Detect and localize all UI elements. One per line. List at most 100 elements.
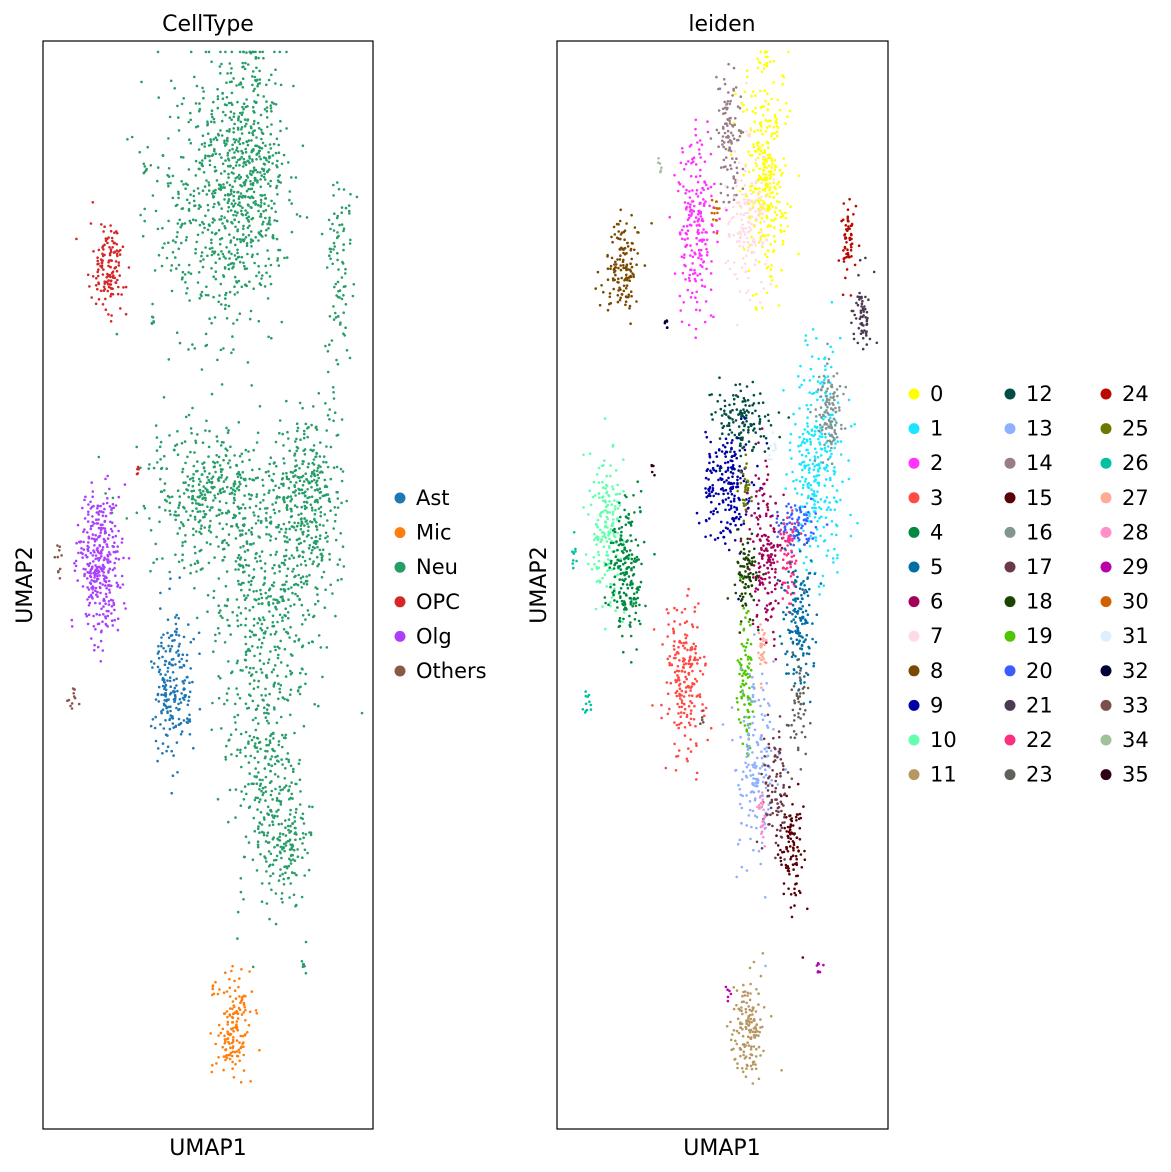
scatter-point [220,476,223,479]
scatter-point [187,483,190,487]
scatter-point [755,164,759,167]
scatter-point [302,429,306,433]
scatter-point [286,699,290,702]
scatter-point [115,231,119,235]
scatter-point [741,167,745,171]
scatter-point [732,518,735,521]
scatter-point [109,294,112,298]
scatter-point [323,606,327,609]
scatter-point [267,491,271,495]
scatter-point [114,281,117,284]
scatter-point [275,237,279,241]
scatter-point [168,649,172,653]
scatter-point [724,470,728,474]
scatter-point [728,148,731,152]
scatter-point [258,784,262,787]
scatter-point [287,758,291,762]
scatter-point [242,581,245,585]
scatter-point [307,525,310,528]
scatter-point [221,539,225,543]
scatter-point [210,477,213,480]
scatter-point [180,666,183,669]
scatter-point [266,626,269,630]
scatter-point [117,250,120,253]
scatter-point [241,194,245,198]
scatter-point [180,692,183,695]
scatter-point [753,223,756,227]
scatter-point [705,183,708,187]
scatter-point [173,448,176,452]
scatter-point [272,598,276,601]
scatter-point [722,200,725,204]
scatter-point [111,496,115,500]
scatter-point [837,259,841,262]
scatter-point [204,50,208,54]
scatter-point [194,439,197,443]
scatter-point [259,747,262,751]
scatter-point [228,986,232,990]
scatter-point [762,207,766,210]
scatter-point [287,437,290,440]
scatter-point [216,492,220,496]
scatter-point [250,255,254,259]
scatter-point [282,482,285,486]
scatter-point [278,613,282,617]
scatter-point [197,631,201,635]
scatter-point [861,336,865,340]
scatter-point [252,735,256,739]
scatter-point [164,692,167,696]
scatter-point [108,591,112,594]
scatter-point [192,746,195,750]
scatter-point [208,508,212,512]
scatter-point [728,119,731,123]
scatter-point [331,386,335,389]
scatter-point [772,250,775,254]
scatter-point [724,461,727,465]
scatter-point [738,230,741,234]
scatter-point [193,451,196,454]
scatter-point [234,138,238,142]
scatter-point [723,100,726,104]
scatter-point [240,155,243,159]
scatter-point [193,75,196,79]
scatter-point [225,181,229,184]
scatter-point [213,250,217,253]
scatter-point [274,892,278,895]
scatter-point [287,839,291,843]
scatter-point [281,619,284,622]
scatter-point [756,199,760,202]
scatter-point [272,731,275,735]
scatter-point [763,151,767,155]
scatter-point [91,515,94,518]
scatter-point [305,575,309,578]
scatter-point [94,564,97,567]
scatter-point [220,383,224,386]
scatter-point [295,422,299,426]
scatter-point [166,679,169,682]
scatter-point [225,523,228,526]
scatter-point [242,1069,246,1072]
scatter-point [102,527,105,530]
scatter-point [263,193,267,197]
scatter-point [278,647,281,650]
scatter-point [92,579,96,583]
scatter-point [218,988,221,991]
scatter-point [773,445,777,449]
scatter-point [757,414,761,418]
scatter-point [216,87,219,91]
scatter-point [330,339,334,342]
scatter-point [290,554,294,557]
scatter-point [230,969,233,973]
scatter-point [770,157,773,161]
scatter-point [691,157,694,161]
scatter-point [761,151,764,154]
scatter-point [285,757,288,761]
scatter-point [297,639,301,642]
scatter-point [258,536,262,539]
scatter-point [188,690,192,694]
legend-label: Others [416,659,487,683]
scatter-point [244,1019,247,1022]
scatter-point [230,1054,234,1058]
scatter-point [211,221,214,224]
scatter-point [722,529,725,533]
